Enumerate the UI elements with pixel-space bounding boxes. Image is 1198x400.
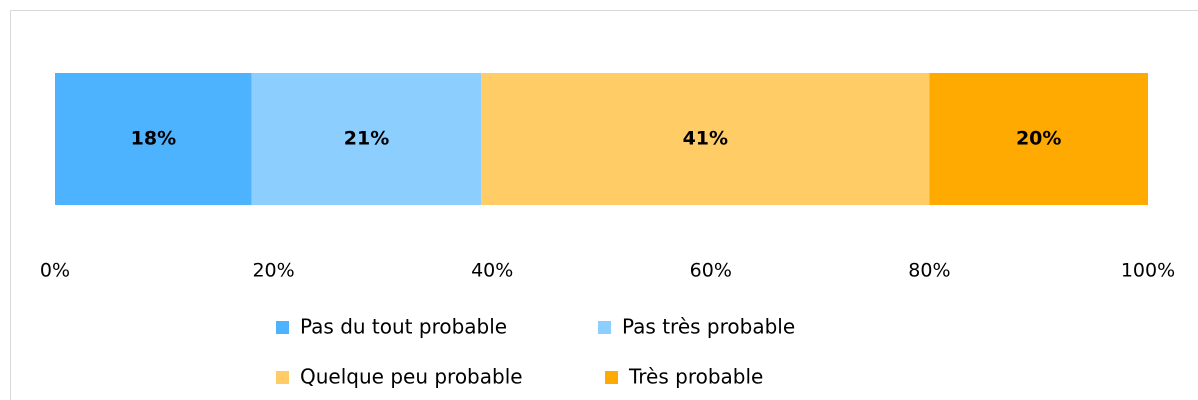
x-tick-label: 60%	[690, 260, 732, 282]
legend-label: Pas du tout probable	[300, 315, 507, 339]
bar-segment	[929, 73, 1148, 205]
x-tick-label: 80%	[908, 260, 950, 282]
legend-swatch	[598, 321, 611, 334]
legend-label: Quelque peu probable	[300, 365, 523, 389]
x-tick-label: 100%	[1121, 260, 1175, 282]
legend-label: Pas très probable	[622, 315, 795, 339]
data-label: 18%	[131, 128, 176, 150]
x-tick-label: 40%	[471, 260, 513, 282]
legend-swatch	[276, 321, 289, 334]
chart-border	[10, 10, 1198, 400]
data-label: 41%	[683, 128, 728, 150]
x-tick-label: 20%	[252, 260, 294, 282]
x-tick-label: 0%	[40, 260, 70, 282]
data-label: 20%	[1016, 128, 1061, 150]
legend-swatch	[605, 371, 618, 384]
bar-segment	[55, 73, 252, 205]
bar-segment	[481, 73, 930, 205]
data-label: 21%	[344, 128, 389, 150]
legend-label: Très probable	[628, 365, 763, 389]
bar-segment	[251, 73, 482, 205]
legend-swatch	[276, 371, 289, 384]
